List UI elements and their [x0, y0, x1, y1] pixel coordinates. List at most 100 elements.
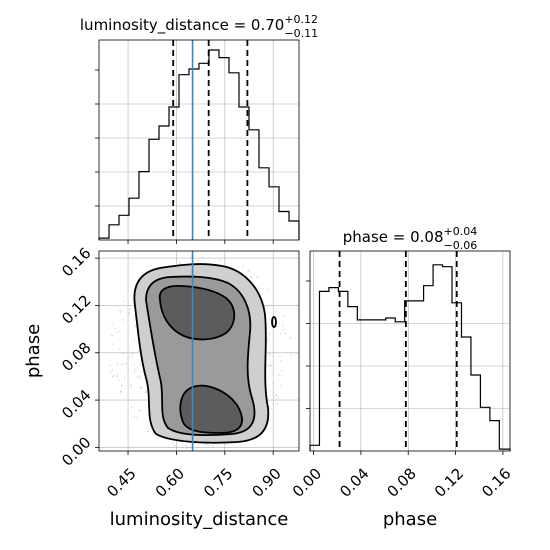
joint-sample — [267, 289, 269, 291]
ld-tick-label-2: 0.75 — [200, 464, 236, 500]
joint-sample — [207, 444, 209, 446]
joint-sample — [129, 308, 131, 310]
joint-sample — [280, 360, 282, 362]
joint-sample — [279, 332, 281, 335]
joint-sample — [282, 325, 284, 327]
phase-y-tick-label-0: 0.00 — [58, 433, 94, 469]
joint-sample — [269, 333, 271, 335]
phase-title-minus: −0.06 — [444, 239, 478, 252]
phase-y-tick-label-3: 0.12 — [58, 291, 94, 327]
phase-x-tick-label-3: 0.12 — [431, 464, 467, 500]
joint-sample — [189, 446, 192, 448]
joint-sample — [134, 325, 136, 328]
joint-sample — [284, 332, 286, 335]
ld-tick-label-3: 0.90 — [249, 464, 285, 500]
joint-sample — [109, 364, 111, 367]
joint-sample — [197, 260, 199, 262]
joint-sample — [275, 394, 278, 396]
contour-island — [271, 316, 277, 328]
luminosity-distance-histogram-frame — [98, 39, 300, 241]
contour-middle — [145, 275, 256, 437]
joint-sample — [256, 276, 258, 278]
contour-inner-bottom — [179, 384, 243, 434]
joint-sample — [111, 369, 114, 371]
joint-sample — [185, 447, 188, 450]
luminosity-distance-title: luminosity_distance = 0.70+0.12 −0.11 — [80, 13, 318, 40]
joint-sample — [269, 353, 271, 356]
joint-sample — [267, 364, 269, 367]
luminosity-distance-histogram-grid — [99, 40, 299, 240]
joint-sample — [283, 315, 285, 317]
joint-sample — [119, 348, 121, 350]
joint-sample — [147, 430, 149, 433]
ld-tick-label-0: 0.45 — [103, 464, 139, 500]
joint-sample — [128, 312, 130, 314]
joint-sample — [212, 445, 214, 447]
contour-outer — [133, 263, 270, 444]
joint-sample — [129, 386, 132, 389]
joint-sample — [133, 364, 135, 366]
phase-quantile-lines — [338, 251, 458, 451]
phase-title-plus: +0.04 — [444, 225, 478, 238]
joint-sample — [276, 403, 279, 405]
joint-sample — [114, 328, 116, 330]
joint-sample — [201, 257, 203, 259]
joint-sample — [282, 329, 285, 331]
phase-x-tick-label-4: 0.16 — [478, 464, 514, 500]
joint-sample — [204, 446, 207, 448]
joint-sample — [268, 405, 270, 408]
joint-sample — [250, 276, 252, 279]
phase-y-tick-label-1: 0.04 — [58, 386, 94, 422]
joint-sample — [121, 319, 124, 321]
joint-sample — [290, 353, 292, 355]
joint-sample — [278, 374, 280, 376]
phase-histogram-x-ticks: 0.00 0.04 0.08 0.12 0.16 — [289, 451, 515, 501]
joint-sample — [109, 371, 112, 373]
joint-sample — [145, 390, 148, 393]
luminosity-distance-title-main: luminosity_distance = 0.70 — [80, 16, 284, 35]
joint-density-panel: 0.45 0.60 0.75 0.90 0.00 0.04 0.08 0.12 0.16 lu… — [23, 244, 300, 530]
phase-x-tick-label-0: 0.00 — [289, 464, 325, 500]
joint-sample — [133, 339, 135, 341]
joint-sample — [139, 377, 141, 379]
phase-histogram-panel: 0.00 0.04 0.08 0.12 0.16 phase = 0.08+0.04 −0… — [289, 225, 515, 530]
luminosity-distance-title-plus: +0.12 — [284, 13, 318, 26]
phase-histogram — [309, 264, 511, 451]
joint-density-frame — [98, 250, 300, 452]
joint-sample — [130, 384, 132, 386]
joint-sample — [190, 257, 192, 259]
joint-sample — [117, 330, 120, 333]
phase-title: phase = 0.08+0.04 −0.06 — [343, 225, 478, 252]
joint-sample — [138, 350, 140, 352]
luminosity-distance-quantile-lines — [172, 40, 249, 240]
joint-sample — [264, 305, 266, 307]
joint-sample — [179, 262, 181, 264]
joint-sample — [125, 362, 128, 365]
luminosity-distance-histogram-y-ticks — [95, 69, 99, 207]
joint-sample — [139, 363, 141, 366]
phase-x-tick-label-2: 0.08 — [384, 464, 420, 500]
joint-sample — [116, 376, 119, 378]
joint-sample — [138, 375, 140, 378]
joint-sample — [111, 376, 114, 378]
joint-sample — [270, 407, 272, 410]
joint-sample — [173, 445, 176, 447]
density-level-3 — [159, 285, 235, 340]
joint-sample — [112, 343, 114, 345]
phase-histogram-frame — [309, 250, 511, 452]
joint-density-x-ticks: 0.45 0.60 0.75 0.90 — [103, 451, 285, 501]
joint-sample — [119, 311, 122, 313]
luminosity-distance-histogram-panel: luminosity_distance = 0.70+0.12 −0.11 — [80, 13, 318, 244]
joint-sample — [185, 444, 187, 446]
joint-sample — [111, 334, 113, 336]
joint-sample — [139, 409, 141, 412]
joint-sample — [123, 376, 126, 378]
joint-sample — [172, 442, 174, 444]
joint-sample — [135, 368, 137, 371]
joint-sample — [132, 352, 134, 355]
joint-sample — [257, 287, 259, 289]
phase-y-tick-label-4: 0.16 — [58, 244, 94, 280]
phase-y-tick-label-2: 0.08 — [58, 339, 94, 375]
joint-sample — [279, 355, 281, 358]
